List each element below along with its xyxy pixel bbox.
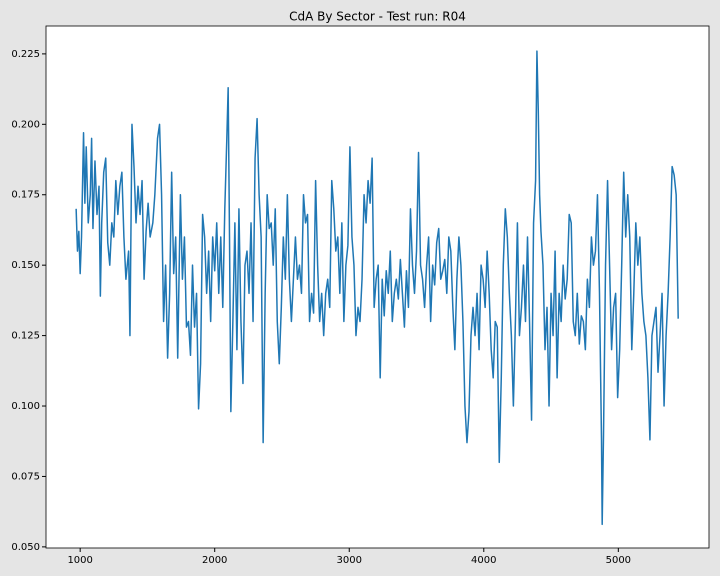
x-tick-label: 1000 <box>67 555 92 566</box>
plot-frame <box>45 25 710 549</box>
data-line <box>75 50 679 526</box>
y-tick-label: 0.225 <box>11 49 40 60</box>
x-tick-label: 3000 <box>337 555 362 566</box>
y-tick-label: 0.075 <box>11 471 40 482</box>
y-tick-label: 0.150 <box>11 260 40 271</box>
y-tick-label: 0.200 <box>11 119 40 130</box>
x-tick-label: 5000 <box>606 555 631 566</box>
y-tick-label: 0.175 <box>11 190 40 201</box>
x-tick-label: 4000 <box>471 555 496 566</box>
y-tick-label: 0.050 <box>11 542 40 553</box>
chart-title: CdA By Sector - Test run: R04 <box>289 10 466 24</box>
y-tick-label: 0.100 <box>11 401 40 412</box>
y-tick-label: 0.125 <box>11 331 40 342</box>
plot-area <box>46 26 709 548</box>
x-tick-label: 2000 <box>202 555 227 566</box>
